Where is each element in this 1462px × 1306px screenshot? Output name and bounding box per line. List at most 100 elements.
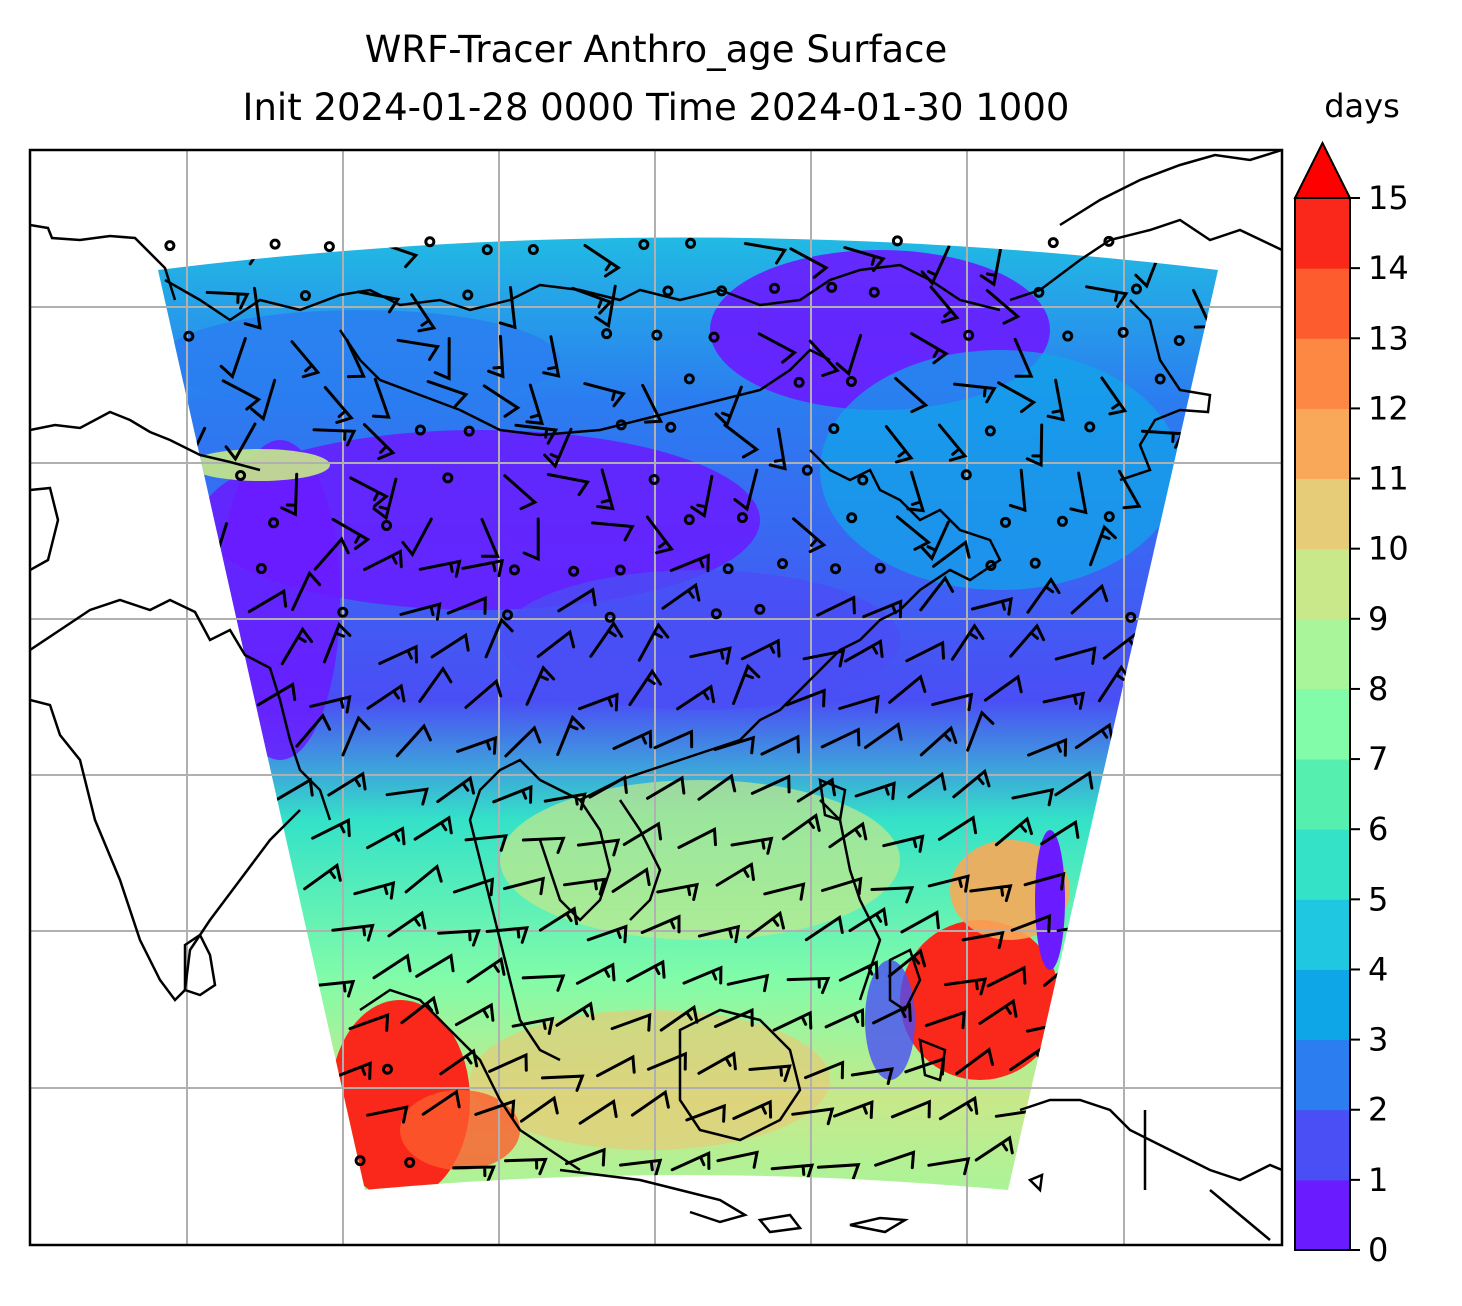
wind-barb: [1089, 524, 1117, 567]
wind-barb: [611, 867, 651, 893]
wind-barb: [474, 1099, 516, 1119]
wind-barb: [366, 683, 406, 710]
calm-wind-marker: [404, 1157, 416, 1169]
wind-barb: [882, 834, 925, 853]
wind-barb: [1010, 913, 1052, 933]
colorbar-tick-label: 15: [1368, 179, 1409, 217]
wind-barb: [565, 1147, 606, 1167]
calm-wind-marker: [1062, 330, 1074, 342]
wind-barb: [399, 602, 442, 621]
wind-barb: [401, 517, 433, 558]
calm-wind-markers: [164, 235, 1185, 1169]
colorbar-tick-label: 12: [1368, 389, 1409, 427]
colorbar-tick-label: 8: [1368, 670, 1388, 708]
wind-barb: [802, 649, 846, 668]
wind-barb: [907, 771, 947, 799]
calm-wind-marker: [1117, 326, 1129, 338]
wind-barb: [781, 812, 821, 841]
calm-wind-marker: [648, 473, 660, 485]
wind-barb: [689, 646, 732, 665]
colorbar-tick-label: 0: [1368, 1231, 1388, 1269]
wind-barb: [219, 337, 247, 380]
calm-wind-marker: [665, 421, 677, 433]
wind-barb: [1069, 471, 1088, 515]
calm-wind-marker: [722, 563, 734, 575]
wind-barb: [1013, 337, 1034, 378]
grid-lines: [30, 150, 1282, 1245]
wind-barb: [905, 640, 945, 663]
axes-frame: [28, 148, 1284, 1247]
calm-wind-marker: [830, 563, 842, 575]
wind-barb: [543, 792, 587, 811]
wind-barb: [854, 781, 896, 801]
colorbar-segment: [1295, 759, 1350, 830]
wind-barb: [525, 383, 545, 426]
wind-barb: [433, 337, 451, 381]
wind-barb: [994, 816, 1033, 847]
wind-barb: [487, 334, 505, 379]
wind-barb: [362, 423, 396, 460]
calm-wind-marker: [1056, 515, 1068, 527]
colorbar-segment: [1295, 688, 1350, 760]
calm-wind-marker: [685, 237, 697, 249]
wind-barb: [645, 515, 675, 555]
wind-barb: [521, 836, 566, 854]
calm-wind-marker: [708, 331, 720, 343]
wind-barb: [563, 877, 607, 896]
wind-barb: [256, 681, 297, 707]
calm-wind-marker: [183, 330, 195, 342]
wind-barb: [280, 626, 314, 666]
wind-barb: [838, 960, 879, 982]
colorbar-label: days: [1324, 87, 1400, 125]
wind-barb: [622, 821, 663, 846]
wind-barb: [804, 914, 844, 942]
colorbar-tick-label: 4: [1368, 950, 1388, 988]
wind-barb: [596, 468, 615, 511]
wind-barb: [543, 427, 573, 469]
wind-barb: [677, 827, 717, 849]
wind-barb: [482, 384, 521, 418]
wind-barb: [400, 995, 439, 1025]
wind-barb: [835, 333, 863, 377]
wind-barb: [371, 377, 391, 419]
wind-barb: [1026, 576, 1061, 614]
wind-barb: [303, 862, 342, 891]
wind-barb: [974, 1135, 1014, 1162]
wind-barb: [387, 910, 427, 938]
wind-barb: [1085, 285, 1129, 308]
calm-wind-marker: [164, 240, 176, 252]
wind-barb: [659, 1004, 699, 1032]
wind-barb: [205, 290, 250, 310]
wind-barb: [714, 385, 743, 428]
wind-barb: [437, 929, 481, 947]
wind-barb: [641, 383, 664, 424]
wind-barb: [890, 1099, 931, 1119]
calm-wind-marker: [754, 603, 766, 615]
wind-barb: [874, 1150, 916, 1170]
wind-barb: [862, 599, 903, 619]
wind-barb: [697, 1051, 737, 1075]
wind-barb: [311, 979, 356, 998]
wind-barb: [770, 1163, 815, 1182]
calm-wind-marker: [1125, 611, 1137, 623]
wind-barb: [586, 924, 628, 944]
wind-barb: [485, 926, 530, 944]
colorbar-segment: [1295, 1039, 1350, 1111]
wind-barb: [1011, 787, 1055, 807]
wind-barb: [1054, 646, 1097, 665]
calm-wind-marker: [502, 609, 514, 621]
wind-barb: [511, 1016, 555, 1035]
colorbar-tick-label: 2: [1368, 1091, 1388, 1129]
wind-barb: [929, 285, 960, 324]
wind-barb: [808, 339, 840, 377]
wind-barb: [546, 473, 591, 497]
wind-barb: [454, 1002, 495, 1027]
calm-wind-marker: [381, 519, 393, 531]
wind-barb: [464, 678, 503, 709]
wind-barb: [723, 423, 760, 459]
wind-barb: [750, 774, 791, 795]
wind-barb: [322, 622, 352, 664]
colorbar-tick-label: 1: [1368, 1161, 1388, 1199]
colorbar-tick-label: 7: [1368, 740, 1388, 778]
